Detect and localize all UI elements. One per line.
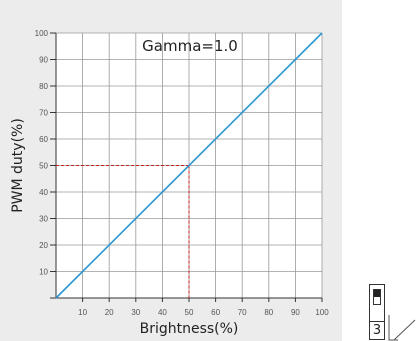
- tick-labels: 10 20 30 40 50 60 70 80 90 100 10 20 30 40 50 60 70 80 90 1…: [35, 29, 330, 317]
- y-tick-label: 70: [39, 109, 48, 118]
- y-tick-label: 60: [39, 135, 48, 144]
- y-tick-label: 10: [39, 268, 48, 277]
- x-tick-label: 100: [315, 308, 329, 317]
- dip-switch[interactable]: 3: [369, 284, 385, 340]
- x-tick-label: 70: [238, 308, 247, 317]
- x-tick-label: 90: [291, 308, 300, 317]
- y-tick-label: 50: [39, 162, 48, 171]
- reference-lines: [56, 165, 190, 298]
- chart-svg: 10 20 30 40 50 60 70 80 90 100 10 20 30 40 50 60 70 80 90 1…: [10, 29, 330, 337]
- x-tick-label: 50: [185, 308, 194, 317]
- y-tick-label: 100: [35, 29, 49, 38]
- x-tick-label: 40: [158, 308, 167, 317]
- slash-mark: [388, 315, 416, 341]
- y-tick-label: 30: [39, 215, 48, 224]
- series-line: [55, 32, 323, 299]
- x-tick-label: 80: [264, 308, 273, 317]
- x-axis-title: Brightness(%): [140, 321, 239, 337]
- gamma-annotation: Gamma=1.0: [142, 37, 238, 55]
- y-tick-label: 20: [39, 241, 48, 250]
- switch-slot: [373, 289, 381, 305]
- y-tick-label: 90: [39, 56, 48, 65]
- y-axis-title: PWM duty(%): [10, 118, 26, 213]
- x-tick-label: 10: [78, 308, 87, 317]
- y-tick-label: 40: [39, 188, 48, 197]
- series: [55, 32, 323, 299]
- x-tick-label: 60: [211, 308, 220, 317]
- y-tick-label: 80: [39, 82, 48, 91]
- x-tick-label: 30: [131, 308, 140, 317]
- x-tick-label: 20: [105, 308, 114, 317]
- switch-label: 3: [372, 323, 382, 338]
- chart-panel: 10 20 30 40 50 60 70 80 90 100 10 20 30 40 50 60 70 80 90 1…: [0, 0, 342, 341]
- switch-divider: [370, 321, 384, 322]
- switch-knob[interactable]: [374, 290, 380, 297]
